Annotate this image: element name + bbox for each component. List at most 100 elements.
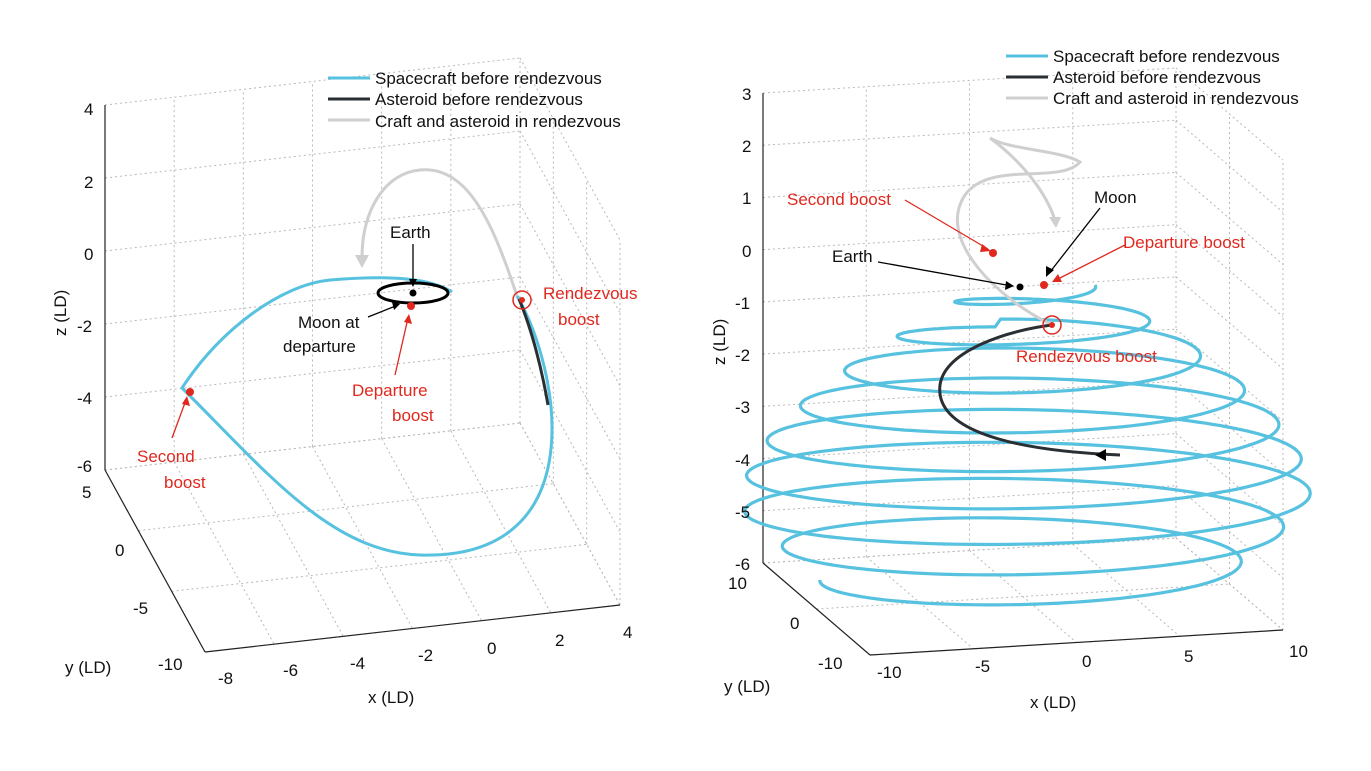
left-z-tick: -4 — [77, 389, 92, 408]
right-x-label: x (LD) — [1030, 693, 1076, 712]
left-grid — [104, 57, 621, 653]
left-axes — [104, 105, 621, 653]
left-departure-arrowhead — [404, 314, 412, 324]
right-y-axis — [762, 562, 871, 656]
left-moon-label-2: departure — [283, 337, 356, 356]
right-axes — [762, 93, 1284, 656]
right-rendezvous-curve — [956, 136, 1083, 327]
left-x-tick: 0 — [487, 639, 496, 658]
right-departure-arrow — [1055, 244, 1126, 281]
right-z-tick: 3 — [742, 85, 751, 104]
left-grid-line — [519, 276, 621, 460]
right-z-tick: -6 — [735, 555, 750, 574]
left-x-tick: -6 — [283, 661, 298, 680]
left-grid-line — [312, 446, 413, 629]
right-x-tick: -5 — [975, 657, 990, 676]
right-earth-arrow — [877, 261, 1013, 287]
right-departure-arrowhead — [1052, 274, 1062, 282]
left-z-label: z (LD) — [51, 290, 70, 336]
right-departure-label: Departure boost — [1123, 233, 1245, 252]
right-x-ticks: -10 -5 0 5 10 — [877, 642, 1308, 682]
left-x-tick: -2 — [418, 646, 433, 665]
right-rendezvous-label: Rendezvous boost — [1016, 347, 1157, 366]
left-second-label-2: boost — [164, 473, 206, 492]
right-z-tick: -3 — [735, 398, 750, 417]
left-plot: Earth Moon at departure Departure boost … — [51, 57, 638, 707]
left-legend-spacecraft: Spacecraft before rendezvous — [375, 69, 602, 88]
left-y-label: y (LD) — [65, 658, 111, 677]
right-x-tick: -10 — [877, 663, 902, 682]
left-x-axis — [204, 604, 621, 653]
right-spacecraft-path — [742, 284, 1312, 607]
left-y-axis — [104, 469, 206, 653]
right-asteroid-arrowhead — [1095, 449, 1106, 461]
left-second-arrowhead — [182, 396, 190, 406]
left-grid-line — [450, 430, 552, 614]
left-rendezvous-arrowhead — [355, 255, 369, 268]
right-z-tick: -2 — [735, 346, 750, 365]
right-y-ticks: 10 0 -10 — [728, 574, 843, 673]
right-second-arrow — [904, 199, 989, 250]
left-rendezvous-curve — [360, 168, 519, 297]
right-moon-label: Moon — [1094, 188, 1137, 207]
right-earth-arrowhead — [1005, 281, 1014, 290]
left-x-label: x (LD) — [368, 688, 414, 707]
left-grid-line — [171, 543, 587, 592]
right-x-tick: 0 — [1082, 652, 1091, 671]
right-moon-arrowhead — [1046, 266, 1054, 277]
right-z-ticks: 3 2 1 0 -1 -2 -3 -4 -5 -6 — [735, 85, 751, 574]
left-rendezvous-boost-ring — [512, 290, 532, 310]
left-x-tick: -4 — [350, 654, 365, 673]
left-departure-boost-marker — [407, 302, 415, 310]
left-x-tick: -8 — [218, 669, 233, 688]
right-rendezvous-arrowhead — [1049, 217, 1061, 228]
left-x-tick: 4 — [623, 623, 632, 642]
left-grid-line — [381, 438, 483, 621]
right-z-tick: 0 — [742, 242, 751, 261]
right-z-label: z (LD) — [710, 319, 729, 365]
right-moon-marker — [1040, 281, 1048, 289]
right-grid-line — [762, 171, 1177, 198]
left-x-tick: 2 — [555, 631, 564, 650]
right-rendezvous-boost-marker — [1049, 322, 1055, 328]
left-moon-arrow — [367, 304, 399, 318]
right-y-label: y (LD) — [724, 677, 770, 696]
right-grid-line — [762, 537, 1177, 564]
right-x-tick: 10 — [1289, 642, 1308, 661]
right-z-tick: -4 — [735, 451, 750, 470]
left-rendezvous-label-2: boost — [558, 310, 600, 329]
left-second-label-1: Second — [137, 447, 195, 466]
left-rendezvous-label-1: Rendezvous — [543, 284, 638, 303]
right-plot: Second boost Moon Departure boost Earth … — [710, 47, 1312, 712]
right-y-tick: -10 — [818, 654, 843, 673]
right-z-tick: -5 — [735, 503, 750, 522]
right-grid-line — [762, 224, 1177, 251]
right-grid-line — [1175, 224, 1284, 318]
left-y-tick: -10 — [158, 655, 183, 674]
left-y-tick: 5 — [82, 483, 91, 502]
right-grid-line — [762, 485, 1177, 512]
right-legend-asteroid: Asteroid before rendezvous — [1053, 68, 1261, 87]
left-z-ticks: 4 2 0 -2 -4 -6 — [77, 100, 93, 476]
right-second-boost-marker — [989, 249, 997, 257]
right-asteroid-curve — [938, 323, 1121, 457]
right-moon-arrow — [1049, 207, 1101, 273]
left-asteroid-curve — [517, 298, 550, 406]
right-y-tick: 10 — [728, 574, 747, 593]
right-z-tick: 2 — [742, 137, 751, 156]
right-legend-spacecraft: Spacecraft before rendezvous — [1053, 47, 1280, 66]
right-grid-line — [1175, 119, 1284, 213]
right-z-tick: -1 — [735, 294, 750, 313]
right-grid-line — [816, 583, 1230, 610]
right-grid-line — [1175, 433, 1284, 526]
left-legend-rendezvous: Craft and asteroid in rendezvous — [375, 112, 621, 131]
left-z-tick: -6 — [77, 457, 92, 476]
right-y-tick: 0 — [790, 614, 799, 633]
right-grid-line — [1175, 485, 1284, 579]
left-legend: Spacecraft before rendezvous Asteroid be… — [328, 69, 621, 131]
left-second-arrow — [171, 399, 187, 439]
right-grid-line — [762, 328, 1177, 355]
right-x-tick: 5 — [1184, 647, 1193, 666]
right-grid-line — [762, 119, 1177, 146]
